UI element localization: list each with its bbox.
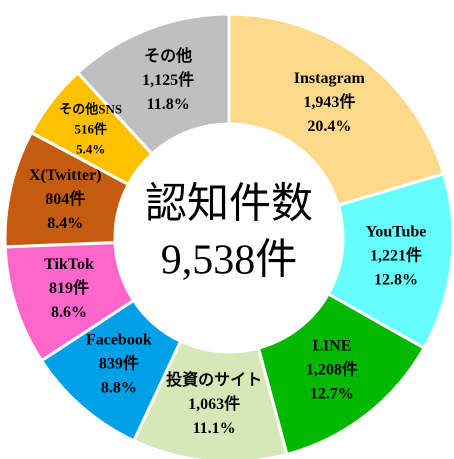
segment-label: 投資のサイト (166, 370, 262, 389)
percent-label: 8.4% (47, 215, 83, 232)
percent-label: 8.6% (51, 304, 87, 321)
count-label: 1,125件 (142, 70, 194, 89)
segment-label: Instagram (294, 70, 366, 87)
count-label: 804件 (45, 189, 85, 208)
count-label: 1,943件 (303, 92, 355, 111)
percent-label: 12.8% (374, 271, 418, 288)
count-label: 1,208件 (306, 359, 358, 378)
total-label: 9,538件 (161, 238, 298, 284)
segment-label: X(Twitter) (29, 167, 102, 184)
percent-label: 11.8% (147, 96, 190, 113)
count-label: 516件 (74, 122, 107, 137)
percent-label: 8.8% (101, 380, 137, 397)
count-label: 1,221件 (370, 245, 422, 264)
segment-label: その他 (144, 46, 192, 65)
count-label: 1,063件 (188, 394, 240, 413)
donut-segment (75, 12, 231, 157)
percent-label: 11.1% (193, 420, 236, 437)
donut-segment (227, 12, 446, 208)
count-label: 819件 (49, 278, 89, 297)
segment-label: YouTube (366, 223, 427, 240)
count-label: 839件 (99, 354, 139, 373)
percent-label: 5.4% (76, 142, 105, 157)
segment-label: Facebook (86, 332, 152, 349)
segment-label: LINE (312, 337, 351, 354)
center-label: 認知件数 (145, 182, 313, 228)
percent-label: 12.7% (310, 385, 354, 402)
percent-label: 20.4% (307, 118, 351, 135)
segment-label: TikTok (44, 256, 94, 273)
segment-label: その他SNS (59, 102, 122, 117)
